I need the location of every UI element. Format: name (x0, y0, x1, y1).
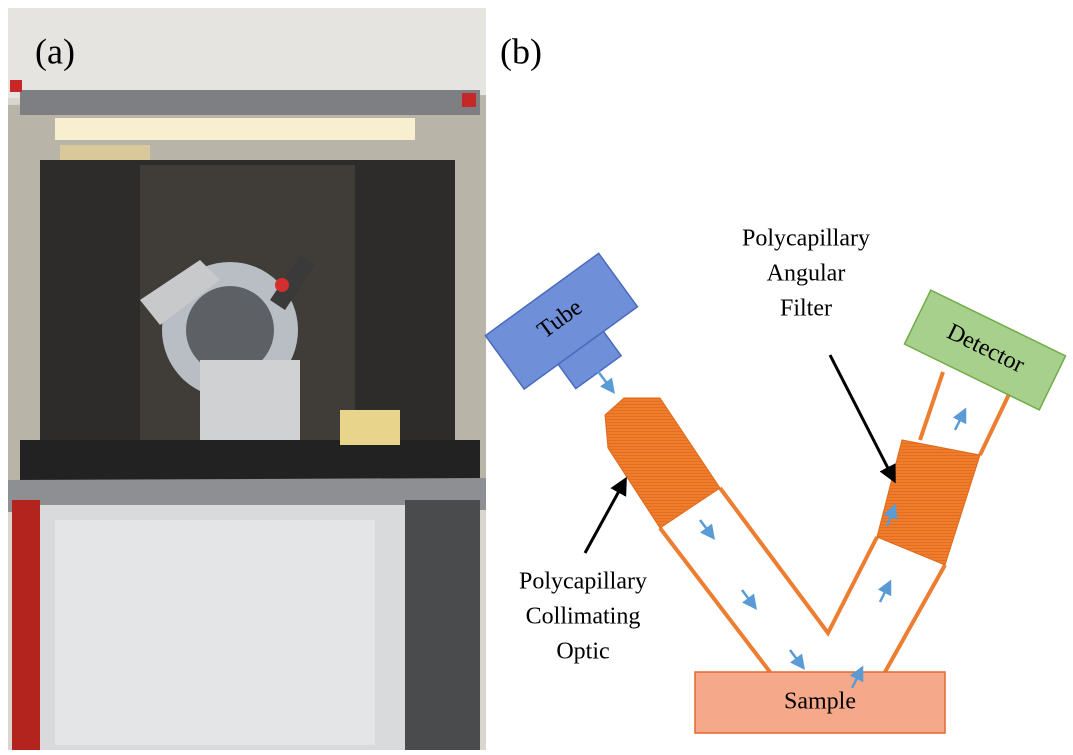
photo (8, 8, 486, 750)
detector: Detector (904, 290, 1065, 410)
sample: Sample (695, 672, 945, 733)
annotation-arrow (585, 482, 624, 553)
annotation-text: Filter (780, 296, 832, 322)
node-label: Sample (784, 689, 856, 715)
annotation-text: Collimating (526, 604, 641, 630)
angular-filter (877, 440, 980, 565)
annotation-arrow (830, 355, 893, 478)
annotation-text: Polycapillary (519, 569, 647, 595)
annotation-text: Angular (767, 261, 846, 287)
collimating-optic (605, 398, 720, 528)
annotation-text: Optic (556, 639, 609, 665)
figure: (a) (b) Tube Detector Sample (0, 0, 1073, 755)
annotation-text: Polycapillary (742, 226, 870, 252)
tube: Tube (485, 253, 655, 413)
panel-label: (b) (500, 31, 542, 71)
panel-label: (a) (35, 31, 75, 71)
